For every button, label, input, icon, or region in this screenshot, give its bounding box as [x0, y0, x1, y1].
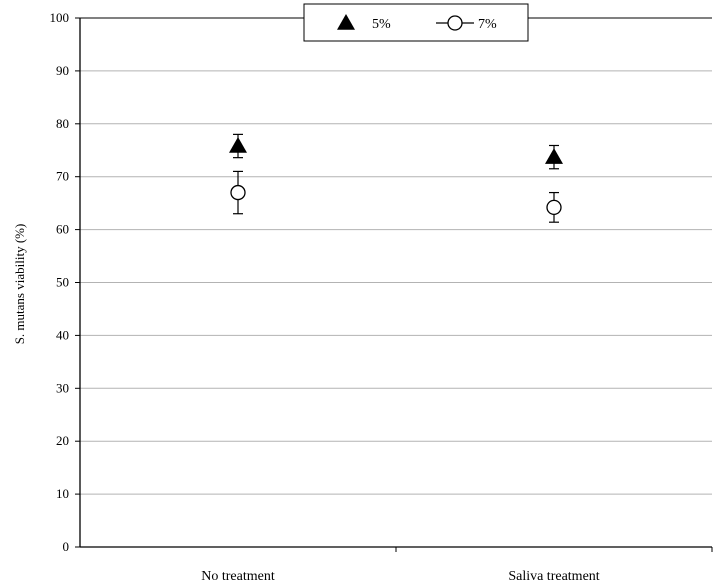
data-point [230, 184, 246, 201]
y-axis-label: S. mutans viability (%) [12, 224, 27, 345]
y-tick-label: 10 [56, 486, 69, 501]
x-tick-labels: No treatment Saliva treatment [201, 569, 600, 584]
y-tick-label: 40 [56, 327, 69, 342]
legend-marker [337, 14, 355, 30]
data-point [546, 199, 562, 216]
y-tick-label: 50 [56, 275, 69, 290]
y-tick-label: 80 [56, 116, 69, 131]
y-tick-label: 60 [56, 222, 69, 237]
legend-marker [447, 15, 463, 31]
axes [75, 17, 713, 552]
y-tick-label: 100 [50, 10, 70, 25]
x-tick-label: Saliva treatment [508, 569, 599, 584]
y-tick-label: 20 [56, 433, 69, 448]
data-point [229, 137, 247, 153]
y-tick-label: 0 [63, 539, 70, 554]
x-tick-label: No treatment [201, 569, 275, 584]
legend: 5% 7% [303, 3, 529, 42]
y-tick-label: 90 [56, 63, 69, 78]
data-point [545, 148, 563, 164]
y-tick-label: 30 [56, 380, 69, 395]
y-tick-labels: 0 10 20 30 40 50 60 70 80 90 100 [50, 10, 70, 554]
legend-label: 5% [372, 17, 391, 32]
legend-label: 7% [478, 17, 497, 32]
y-tick-label: 70 [56, 169, 69, 184]
gridlines [80, 17, 712, 495]
data-marks [229, 133, 563, 223]
